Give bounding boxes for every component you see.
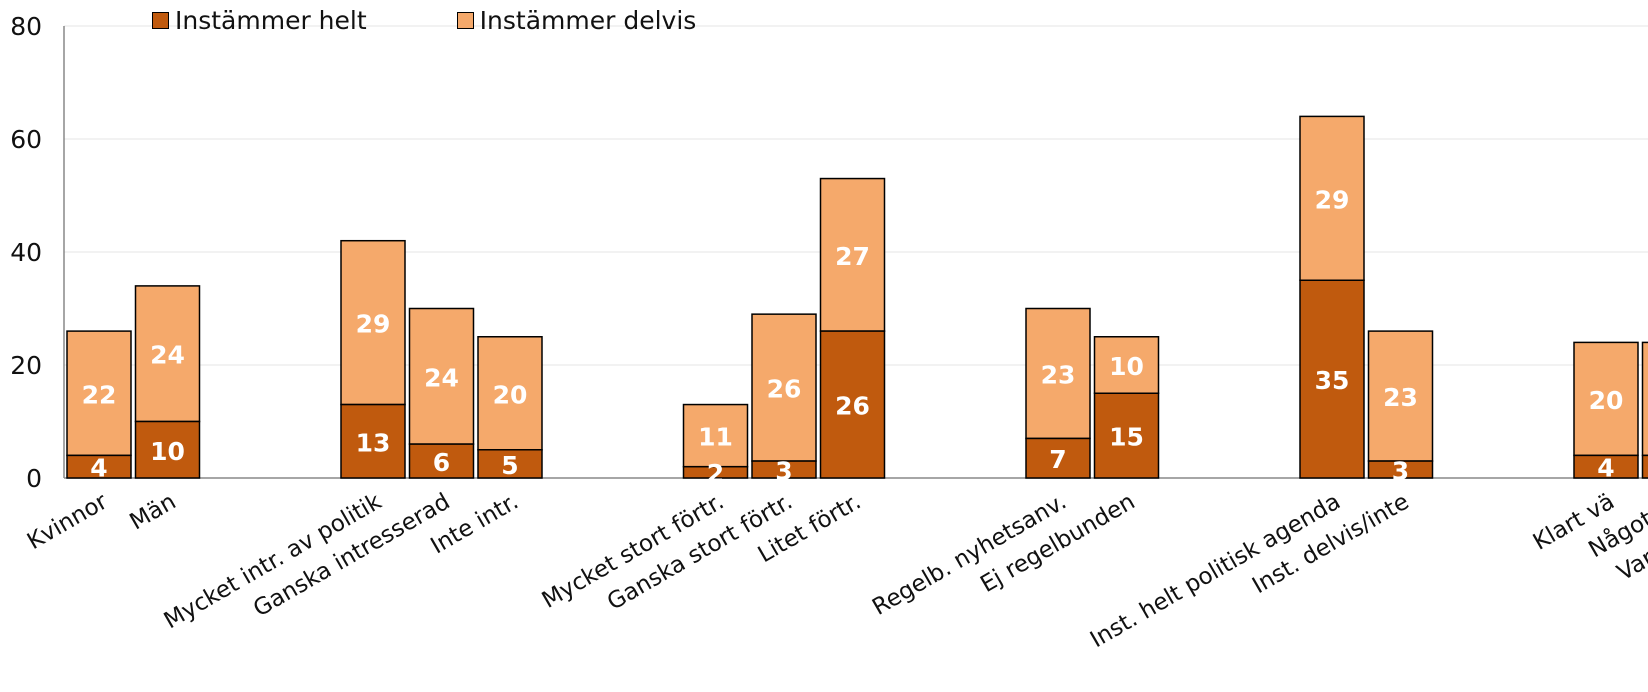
data-label-delvis: 22 xyxy=(82,380,117,409)
bar-segment-helt xyxy=(134,420,201,479)
bar-segment-delvis xyxy=(1641,341,1648,457)
bar-segment-helt xyxy=(1093,392,1160,479)
data-label-delvis: 20 xyxy=(493,380,528,409)
data-label-delvis: 20 xyxy=(1589,386,1624,415)
bar-segment-helt xyxy=(1641,454,1648,479)
bar-segment-delvis xyxy=(819,177,886,332)
bar-segment-delvis xyxy=(1025,307,1091,440)
legend-item-helt: Instämmer helt xyxy=(152,6,367,35)
data-label-delvis: 29 xyxy=(1315,185,1350,214)
bar-segment-delvis xyxy=(1093,336,1160,394)
data-label-helt: 26 xyxy=(835,392,870,421)
bar-segment-helt xyxy=(66,454,132,479)
data-label-delvis: 24 xyxy=(150,341,185,370)
data-label-delvis: 23 xyxy=(1383,383,1418,412)
data-label-delvis: 27 xyxy=(835,242,870,271)
legend-label-helt: Instämmer helt xyxy=(175,6,367,35)
legend-swatch-helt xyxy=(152,12,169,29)
data-label-helt: 15 xyxy=(1109,423,1144,452)
bar-segment-helt xyxy=(751,460,817,479)
bar-segment-helt xyxy=(1573,454,1639,479)
bar-segment-helt xyxy=(408,443,475,479)
y-tick-label: 0 xyxy=(26,464,42,493)
y-tick-label: 60 xyxy=(10,125,42,154)
bar-segment-helt xyxy=(1367,460,1434,479)
legend-label-delvis: Instämmer delvis xyxy=(479,6,697,35)
data-label-helt: 35 xyxy=(1315,366,1350,395)
data-label-helt: 7 xyxy=(1049,445,1066,474)
data-label-helt: 3 xyxy=(1392,457,1409,486)
data-label-helt: 4 xyxy=(1597,454,1614,483)
data-label-helt: 3 xyxy=(775,457,792,486)
data-label-helt: 13 xyxy=(356,428,391,457)
data-label-helt: 10 xyxy=(150,437,185,466)
data-label-helt: 6 xyxy=(433,448,450,477)
bar-segment-delvis xyxy=(1299,115,1365,282)
bar-segment-helt xyxy=(477,449,543,479)
data-label-delvis: 10 xyxy=(1109,352,1144,381)
data-label-helt: 2 xyxy=(707,459,724,488)
data-label-delvis: 26 xyxy=(767,375,802,404)
bar-segment-helt xyxy=(819,330,886,479)
data-label-delvis: 24 xyxy=(424,363,459,392)
bar-segment-helt xyxy=(340,403,406,479)
x-category-label: Män xyxy=(125,489,180,536)
data-label-delvis: 29 xyxy=(356,310,391,339)
data-label-helt: 5 xyxy=(501,451,518,480)
bar-segment-delvis xyxy=(477,336,543,451)
bar-segment-helt xyxy=(1025,437,1091,479)
y-tick-label: 20 xyxy=(10,351,42,380)
bar-segment-helt xyxy=(1299,279,1365,479)
legend-swatch-delvis xyxy=(456,12,474,29)
y-tick-label: 80 xyxy=(10,12,42,41)
legend-item-delvis: Instämmer delvis xyxy=(456,6,697,35)
bar-segment-helt xyxy=(682,465,749,479)
chart-legend: Instämmer helt Instämmer delvis xyxy=(152,6,786,35)
x-category-label: Kvinnor xyxy=(23,488,112,555)
data-label-helt: 4 xyxy=(90,454,107,483)
bar-segment-delvis xyxy=(682,403,749,468)
bar-segment-delvis xyxy=(1367,330,1434,462)
y-tick-label: 40 xyxy=(10,238,42,267)
data-label-delvis: 23 xyxy=(1041,360,1076,389)
data-label-delvis: 11 xyxy=(698,423,733,452)
